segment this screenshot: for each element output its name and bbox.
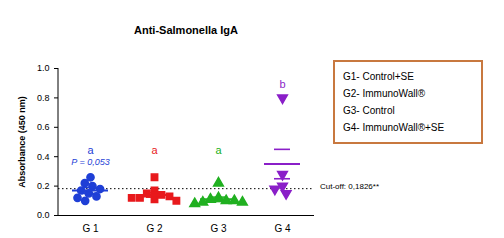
svg-text:Absorbance (450 nm): Absorbance (450 nm) (17, 96, 27, 188)
html-text:G1- Control+SE: G1- Control+SE (343, 71, 414, 82)
html-text:G4- ImmunoWall®+SE: G4- ImmunoWall®+SE (343, 122, 445, 133)
html-text:Cut-off: 0,1826**: Cut-off: 0,1826** (320, 182, 379, 192)
svg-text:0.6: 0.6 (37, 122, 50, 132)
svg-text:b: b (279, 78, 285, 90)
svg-text:1.0: 1.0 (37, 63, 50, 73)
svg-text:G 1: G 1 (82, 223, 99, 234)
svg-text:0.0: 0.0 (37, 210, 50, 220)
svg-text:a: a (151, 144, 158, 156)
svg-text:0.2: 0.2 (37, 181, 50, 191)
html-text:G2- ImmunoWall®: G2- ImmunoWall® (343, 88, 425, 99)
svg-text:G 2: G 2 (146, 223, 163, 234)
html-text:G3- Control: G3- Control (343, 105, 395, 116)
svg-text:0.8: 0.8 (37, 93, 50, 103)
svg-text:a: a (87, 144, 94, 156)
html-text:Anti-Salmonella IgA: Anti-Salmonella IgA (134, 24, 238, 36)
svg-text:a: a (215, 144, 222, 156)
svg-text:P = 0,053: P = 0,053 (71, 157, 109, 167)
svg-text:G 3: G 3 (210, 223, 227, 234)
svg-text:0.4: 0.4 (37, 152, 50, 162)
svg-text:G 4: G 4 (274, 223, 291, 234)
